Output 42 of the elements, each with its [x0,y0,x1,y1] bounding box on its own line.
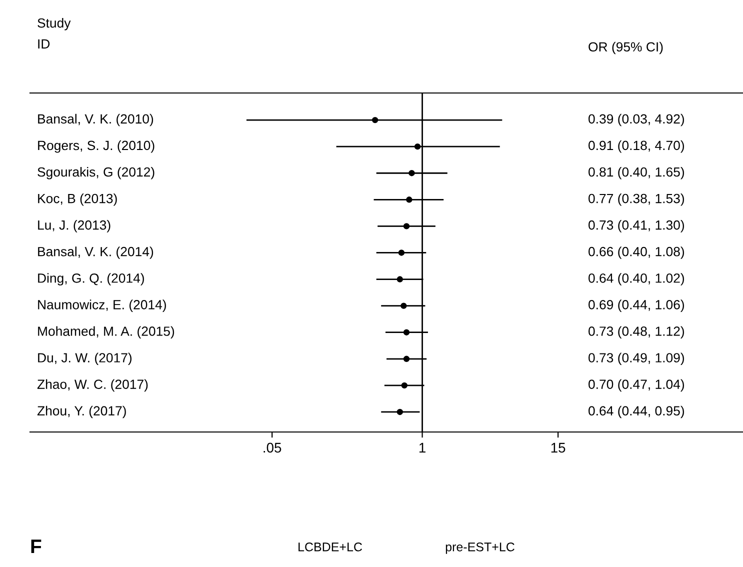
text: F [31,540,42,554]
x-tick-label: 1 [419,442,426,452]
y-tick-label: Bansal, V. K. (2014) [38,246,154,259]
annotation: 0.81 (0.40, 1.65) [588,166,684,180]
annotation: 0.69 (0.44, 1.06) [588,300,684,312]
annotation: 0.73 (0.49, 1.09) [588,352,684,366]
y-tick-label: Koc, B (2013) [38,194,117,206]
text: pre-EST+LC [446,542,514,554]
x-tick-label: 15 [551,442,566,453]
point [396,276,403,282]
y-tick-label: Lu, J. (2013) [38,220,110,232]
y-tick-label: Bansal, V. K. (2010) [38,114,154,126]
point [401,382,408,389]
x-tick-label: .05 [264,442,282,453]
annotation: 0.66 (0.40, 1.08) [588,246,684,259]
point [403,223,410,230]
point [398,250,405,256]
annotation: 0.39 (0.03, 4.92) [588,114,684,126]
y-tick-label: Mohamed, M. A. (2015) [38,326,174,338]
annotation: 0.64 (0.40, 1.02) [588,273,684,286]
y-tick-label: Du, J. W. (2017) [38,352,132,366]
annotation: 0.91 (0.18, 4.70) [588,140,684,153]
y-tick-label: Naumowicz, E. (2014) [38,300,166,312]
annotation: 0.73 (0.48, 1.12) [588,326,684,338]
y-tick-label: Sgourakis, G (2012) [38,166,154,180]
annotation: 0.70 (0.47, 1.04) [588,379,684,392]
text: OR (95% CI) [588,42,663,54]
y-tick-label: Zhao, W. C. (2017) [37,379,148,392]
point [403,329,410,336]
y-tick-label: Zhou, Y. (2017) [37,406,126,418]
point [396,408,403,416]
annotation: 0.73 (0.41, 1.30) [588,220,684,232]
point [403,356,410,362]
text: LCBDE+LC [298,542,362,552]
y-tick-label: Rogers, S. J. (2010) [38,140,154,153]
y-tick-label: Ding, G. Q. (2014) [38,273,144,286]
annotation: 0.64 (0.44, 0.95) [588,406,684,418]
point [400,302,407,309]
y-axis-title: Study ID [38,18,71,48]
point [406,196,412,203]
point [408,170,415,176]
annotation: 0.77 (0.38, 1.53) [588,194,684,206]
